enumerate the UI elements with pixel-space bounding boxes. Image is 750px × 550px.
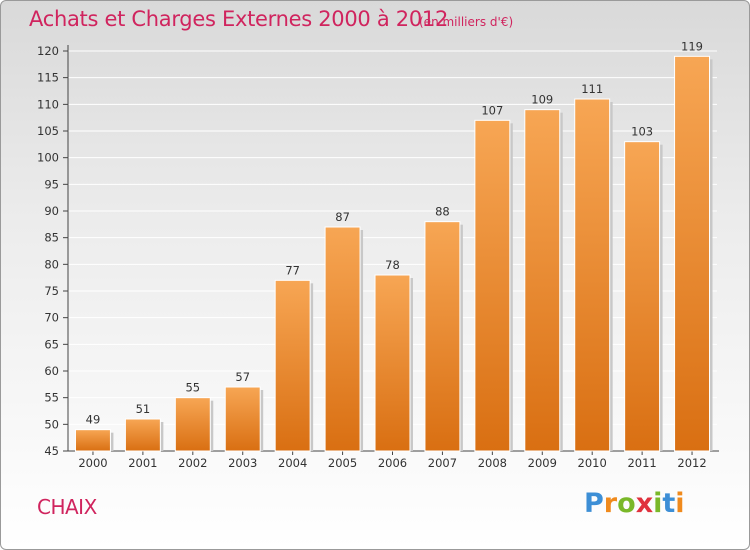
- y-tick-label: 45: [44, 444, 59, 458]
- x-tick-label: 2010: [578, 456, 607, 470]
- y-tick-label: 70: [44, 311, 59, 325]
- x-tick-label: 2003: [228, 456, 257, 470]
- bar-2010: [574, 98, 611, 452]
- y-tick-label: 120: [37, 44, 59, 58]
- bar-value-label: 55: [185, 381, 200, 395]
- chart-title: Achats et Charges Externes 2000 à 2012: [29, 7, 449, 31]
- bar-value-label: 57: [235, 370, 250, 384]
- chart-unit: (en milliers d'€): [419, 15, 514, 29]
- bar-2002: [174, 397, 211, 452]
- proxiti-logo: Proxiti: [584, 488, 685, 519]
- bar-value-label: 109: [531, 93, 553, 107]
- y-tick-label: 85: [44, 231, 59, 245]
- bar-2012: [674, 55, 711, 452]
- bar-value-label: 49: [86, 413, 101, 427]
- x-tick-label: 2002: [178, 456, 207, 470]
- x-tick-label: 2011: [627, 456, 656, 470]
- bar-2007: [424, 221, 461, 452]
- bar-value-label: 107: [481, 103, 503, 117]
- bar-2000: [74, 429, 111, 452]
- bar-layer: [74, 55, 713, 452]
- bar-2001: [124, 418, 161, 452]
- bar-2011: [624, 141, 661, 452]
- y-tick-label: 110: [37, 97, 59, 111]
- y-tick-label: 50: [44, 417, 59, 431]
- bar-2009: [524, 109, 561, 452]
- x-tick-label: 2001: [128, 456, 157, 470]
- bar-2003: [224, 386, 261, 452]
- bar-value-label: 78: [385, 258, 400, 272]
- y-tick-label: 90: [44, 204, 59, 218]
- y-tick-label: 115: [37, 71, 59, 85]
- x-tick-label: 2005: [328, 456, 357, 470]
- x-tick-label: 2006: [378, 456, 407, 470]
- bar-value-label: 119: [681, 39, 703, 53]
- y-tick-label: 80: [44, 257, 59, 271]
- bar-value-label: 87: [335, 210, 350, 224]
- x-tick-label: 2004: [278, 456, 307, 470]
- bar-2005: [324, 226, 361, 452]
- x-tick-label: 2009: [528, 456, 557, 470]
- commune-name: CHAIX: [37, 495, 97, 519]
- bar-2006: [374, 274, 411, 452]
- x-tick-label: 2012: [677, 456, 706, 470]
- y-tick-label: 60: [44, 364, 59, 378]
- label-layer: 49 51 55 57 77 87 78 88 107 109 111 103 119: [86, 39, 703, 426]
- y-tick-label: 75: [44, 284, 59, 298]
- bar-value-label: 51: [136, 402, 151, 416]
- x-tick-label: 2007: [428, 456, 457, 470]
- bar-value-label: 88: [435, 205, 450, 219]
- bar-2004: [274, 279, 311, 452]
- y-tick-label: 100: [37, 151, 59, 165]
- y-tick-label: 105: [37, 124, 59, 138]
- y-tick-label: 65: [44, 337, 59, 351]
- y-tick-label: 95: [44, 177, 59, 191]
- y-tick-label: 55: [44, 391, 59, 405]
- bar-value-label: 77: [285, 263, 300, 277]
- x-tick-label: 2000: [78, 456, 107, 470]
- x-tick-label: 2008: [478, 456, 507, 470]
- bar-value-label: 111: [581, 82, 603, 96]
- bar-value-label: 103: [631, 125, 653, 139]
- bar-2008: [474, 119, 511, 452]
